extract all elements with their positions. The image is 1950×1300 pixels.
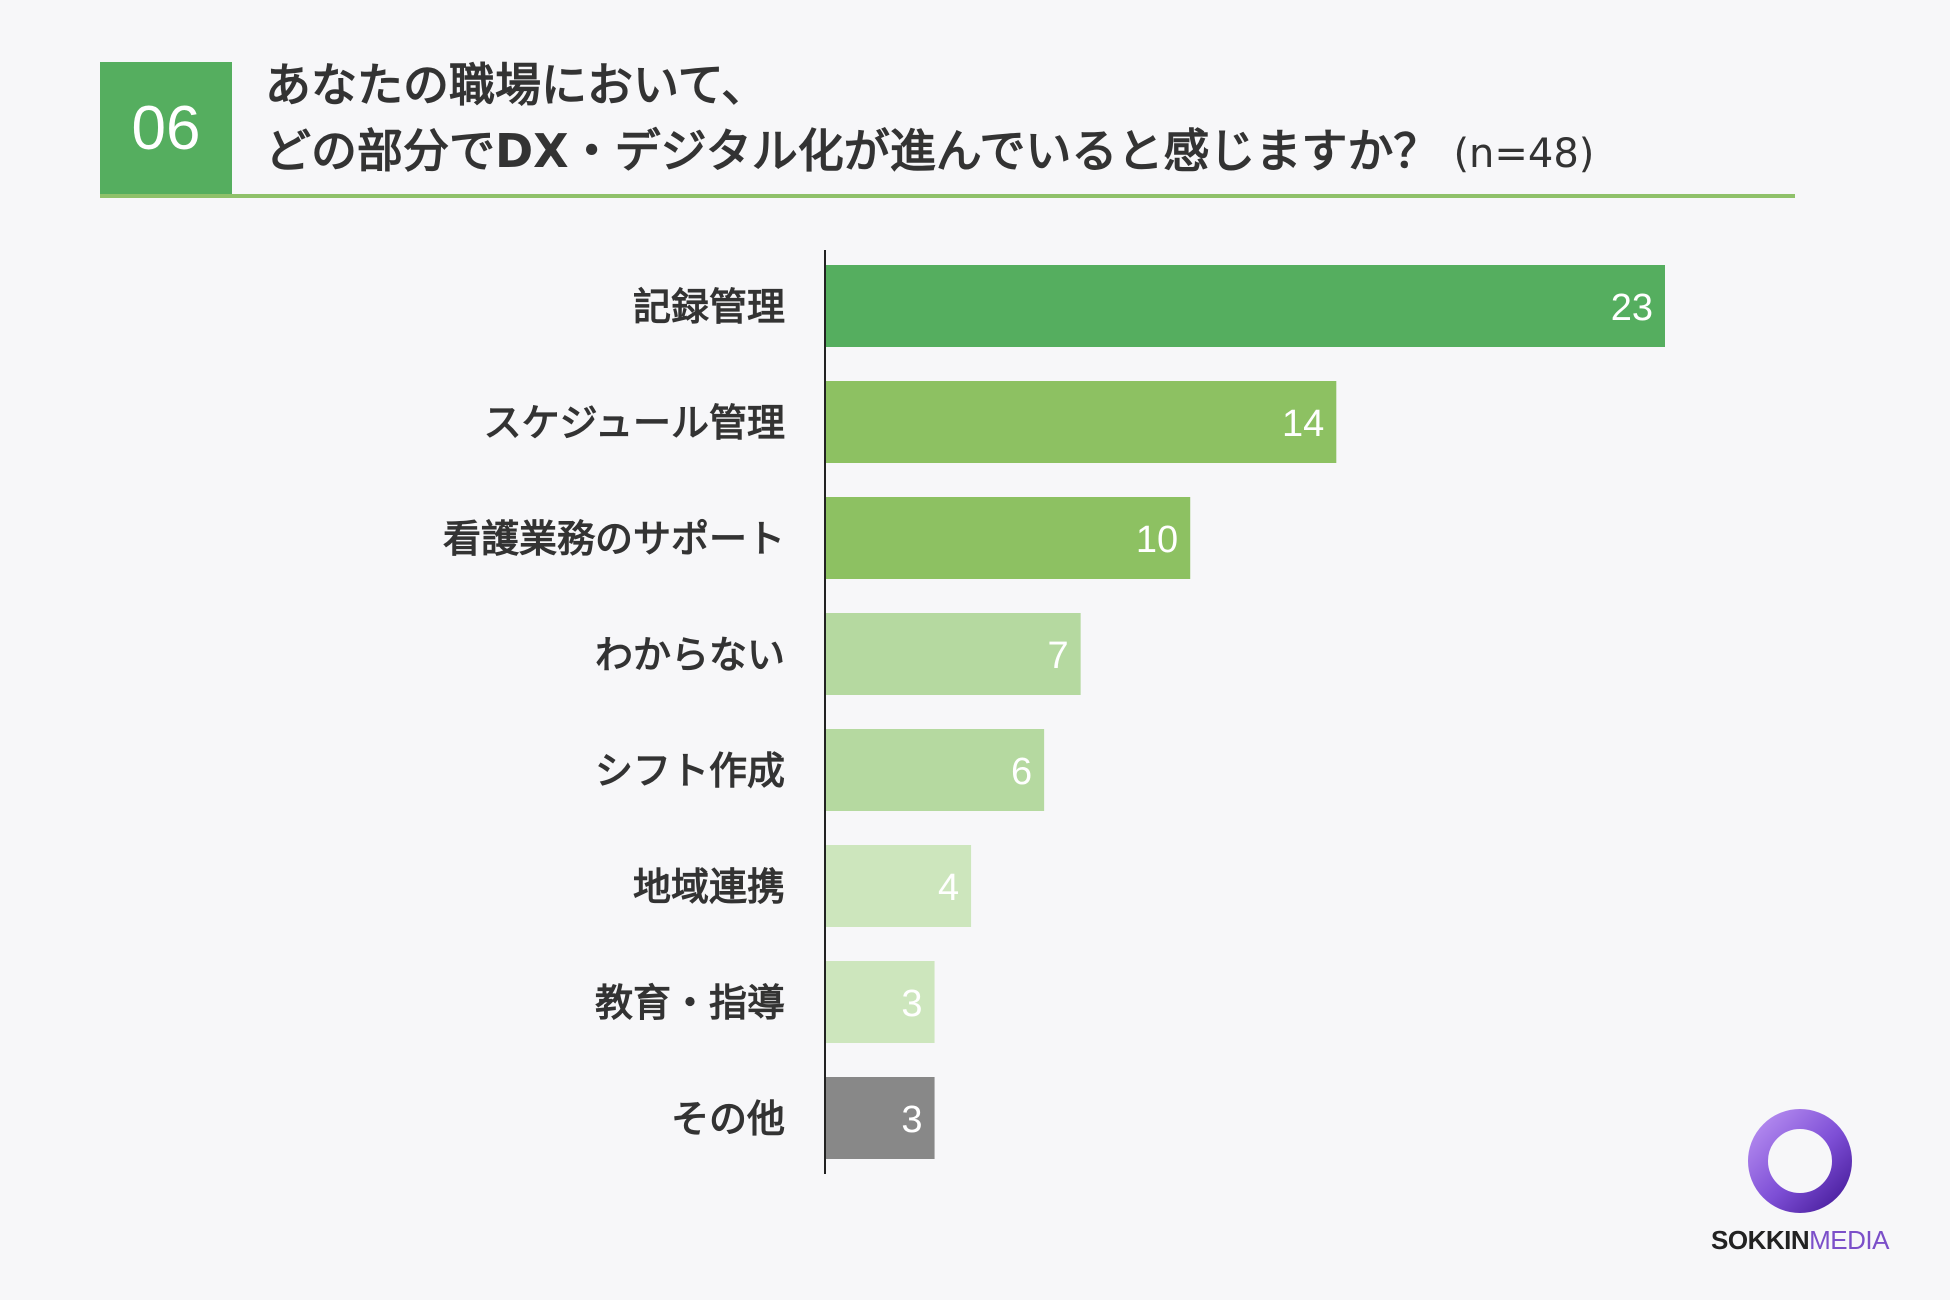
- title-line-2: どの部分でDX・デジタル化が進んでいると感じますか？ (n=48): [265, 118, 1865, 187]
- category-label: 教育・指導: [595, 981, 785, 1025]
- logo-word-sokkin: SOKKIN: [1711, 1225, 1810, 1255]
- bar: [825, 961, 935, 1043]
- bar: [825, 265, 1665, 347]
- value-label: 23: [1611, 287, 1653, 329]
- category-label: 看護業務のサポート: [443, 517, 785, 561]
- category-label: 地域連携: [633, 865, 785, 909]
- logo-wordmark: SOKKINMEDIA: [1690, 1225, 1910, 1256]
- category-label: スケジュール管理: [484, 401, 785, 445]
- question-title: あなたの職場において、 どの部分でDX・デジタル化が進んでいると感じますか？ (n…: [265, 52, 1865, 187]
- bar: [825, 497, 1191, 579]
- value-label: 6: [1011, 751, 1032, 793]
- category-label: シフト作成: [595, 749, 785, 793]
- bar: [825, 613, 1081, 695]
- bar: [825, 1077, 935, 1159]
- logo-word-media: MEDIA: [1809, 1225, 1889, 1255]
- category-label: 記録管理: [633, 285, 785, 329]
- bar: [825, 381, 1337, 463]
- ring-logo-icon: [1748, 1109, 1852, 1213]
- title-underline: [100, 194, 1795, 198]
- value-label: 4: [938, 867, 959, 909]
- title-line-1: あなたの職場において、: [265, 58, 768, 112]
- bar: [825, 845, 972, 927]
- value-label: 3: [901, 1099, 922, 1141]
- value-label: 14: [1282, 403, 1324, 445]
- value-label: 3: [901, 983, 922, 1025]
- value-label: 10: [1136, 519, 1178, 561]
- value-label: 7: [1048, 635, 1069, 677]
- question-number-badge: 06: [100, 62, 232, 194]
- sokkin-media-logo: SOKKINMEDIA: [1690, 1105, 1940, 1265]
- bar: [825, 729, 1045, 811]
- sample-size: (n=48): [1453, 131, 1595, 177]
- category-label: わからない: [595, 633, 785, 677]
- title-line-2-text: どの部分でDX・デジタル化が進んでいると感じますか？: [265, 124, 1440, 178]
- category-label: その他: [671, 1097, 785, 1141]
